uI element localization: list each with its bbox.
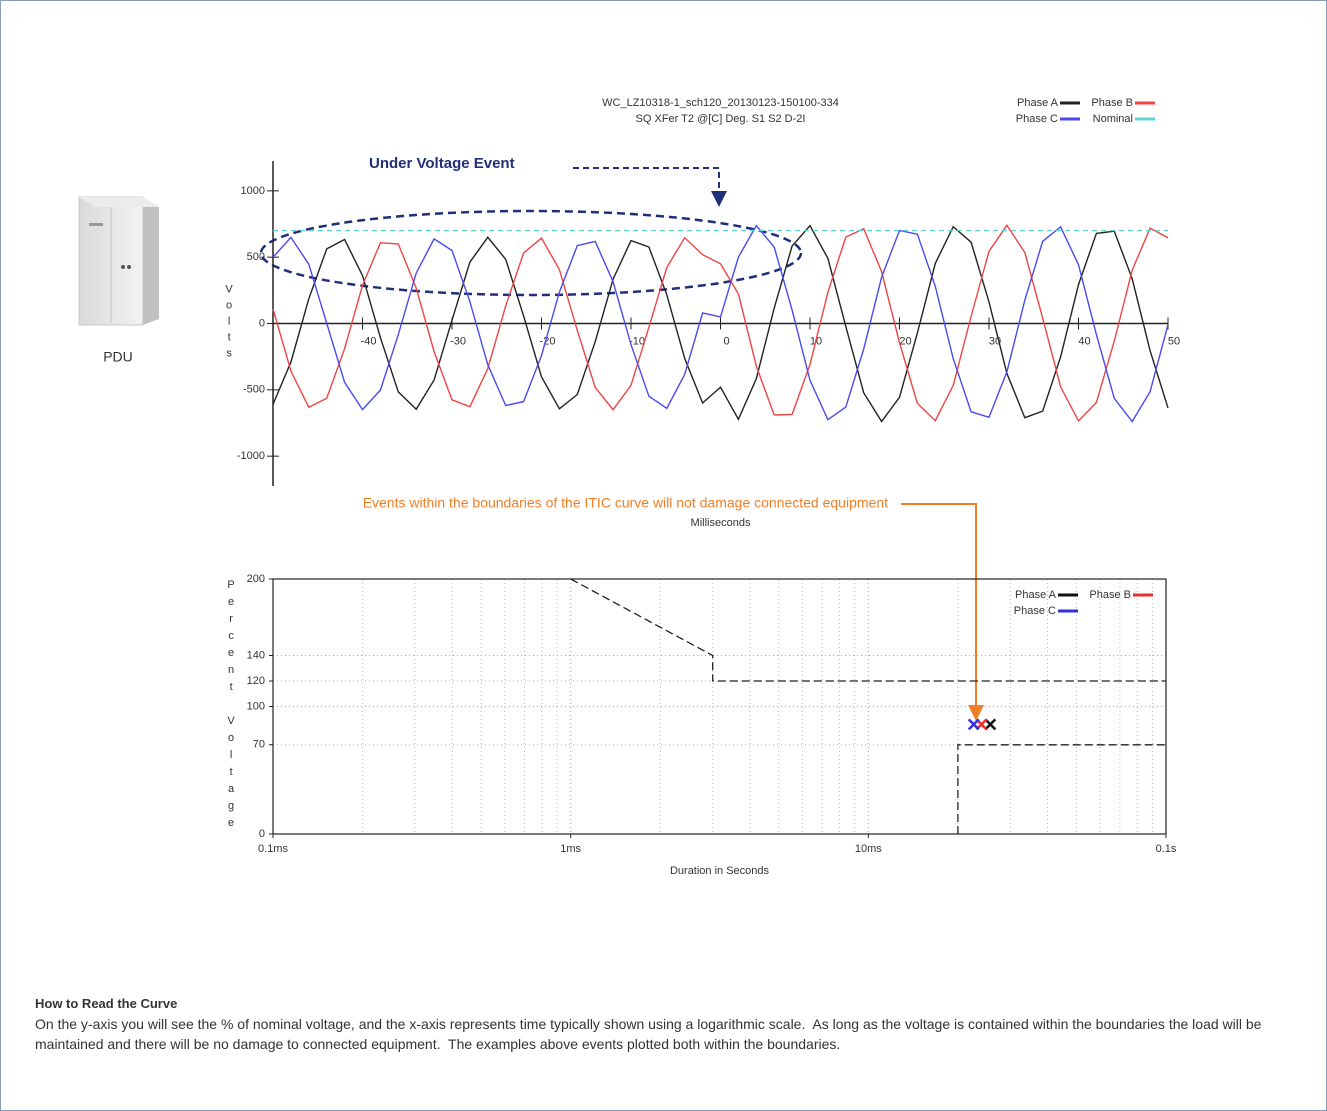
legend-label: Phase A (1017, 97, 1059, 109)
x-tick-label: -40 (361, 335, 377, 347)
plot-frame (272, 578, 1167, 835)
legend-label: Nominal (1093, 113, 1133, 125)
pdu-icon (78, 196, 159, 326)
chart-subtitle: SQ XFer T2 @[C] Deg. S1 S2 D-2I (636, 113, 806, 125)
legend-label: Phase C (1016, 113, 1058, 125)
y-axis-label: Volts (223, 284, 235, 364)
callout-arrow (901, 503, 984, 721)
x-tick-label: -20 (540, 335, 556, 347)
x-tick-label: 1ms (560, 843, 581, 855)
x-tick-label: 10ms (855, 843, 882, 855)
y-tick-label: 1000 (241, 185, 265, 197)
under-voltage-label: Under Voltage Event (369, 155, 515, 172)
x-tick-label: 0.1ms (258, 843, 288, 855)
legend-label: Phase B (1089, 589, 1131, 601)
y-tick-label: -500 (243, 384, 265, 396)
y-tick-label: 500 (247, 251, 265, 263)
y-tick-label: -1000 (237, 450, 265, 462)
notes-heading: How to Read the Curve (35, 996, 178, 1011)
notes-body: On the y-axis you will see the % of nomi… (35, 1016, 1266, 1052)
series-line (272, 224, 1169, 423)
annotation-arrow (573, 167, 727, 207)
event-point (967, 718, 980, 731)
y-tick-label: 200 (247, 573, 265, 585)
itic-boundary (570, 578, 1166, 682)
legend-label: Phase B (1091, 97, 1133, 109)
legend-label: Phase C (1014, 605, 1056, 617)
x-axis-label: Duration in Seconds (670, 865, 770, 877)
event-ellipse (259, 209, 803, 297)
x-tick-label: 50 (1168, 335, 1180, 347)
x-tick-label: 0 (723, 335, 729, 347)
y-tick-label: 140 (247, 649, 265, 661)
y-tick-label: 0 (259, 317, 265, 329)
itic-callout: Events within the boundaries of the ITIC… (363, 495, 888, 511)
chart-title: WC_LZ10318-1_sch120_20130123-150100-334 (602, 97, 839, 109)
x-axis-label: Milliseconds (691, 517, 751, 529)
x-tick-label: -30 (450, 335, 466, 347)
x-tick-label: 20 (899, 335, 911, 347)
pdu-label: PDU (103, 349, 133, 365)
x-tick-label: 40 (1078, 335, 1090, 347)
series-line (272, 224, 1169, 423)
legend-label: Phase A (1015, 589, 1057, 601)
y-tick-label: 100 (247, 700, 265, 712)
x-tick-label: -10 (629, 335, 645, 347)
x-tick-label: 0.1s (1156, 843, 1177, 855)
y-tick-label: 70 (253, 739, 265, 751)
notes: How to Read the Curve On the y-axis you … (35, 994, 1285, 1054)
series-line (272, 224, 1169, 423)
itic-boundary (957, 744, 1166, 834)
y-axis-label: Percent Voltage (225, 579, 237, 834)
event-point (984, 718, 997, 731)
y-tick-label: 120 (247, 675, 265, 687)
y-tick-label: 0 (259, 828, 265, 840)
